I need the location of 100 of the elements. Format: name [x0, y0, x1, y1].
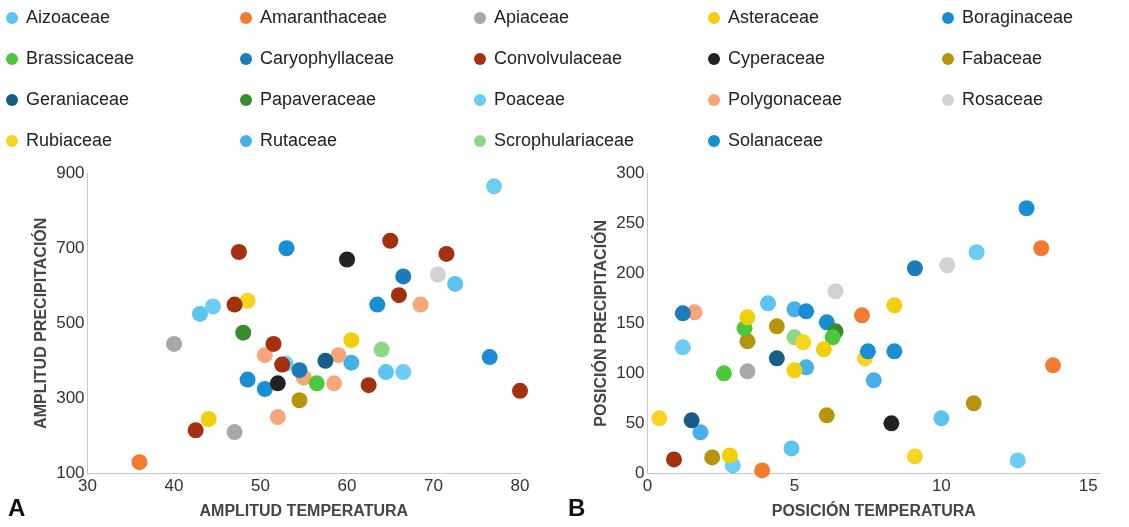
- point: [704, 449, 721, 466]
- point: [739, 309, 756, 326]
- point: [824, 329, 841, 346]
- point: [481, 349, 498, 366]
- legend-label: Aizoaceae: [26, 7, 111, 28]
- point: [674, 305, 691, 322]
- legend-label: Polygonaceae: [728, 89, 843, 110]
- text: B: [568, 493, 586, 521]
- point: [768, 318, 785, 335]
- point: [343, 332, 360, 349]
- point: [1009, 452, 1026, 469]
- point: [438, 245, 455, 262]
- point: [692, 424, 709, 441]
- legend-label: Boraginaceae: [962, 7, 1074, 28]
- y-tick-label: 300: [56, 388, 85, 408]
- point: [230, 244, 247, 260]
- point: [754, 462, 771, 479]
- point: [965, 395, 982, 412]
- point: [739, 363, 756, 380]
- x-tick-label: 10: [931, 476, 951, 496]
- point: [291, 392, 308, 409]
- y-tick-label: 900: [56, 162, 85, 182]
- point: [760, 295, 777, 312]
- x-tick-label: 40: [164, 476, 184, 496]
- point: [412, 296, 429, 313]
- point: [883, 415, 900, 432]
- point: [308, 375, 325, 392]
- point: [317, 352, 334, 369]
- legend-label: Poaceae: [494, 89, 566, 110]
- y-axis-title: POSICIÓN PRECIPITACIÓN: [591, 219, 610, 427]
- point: [373, 341, 390, 358]
- y-tick-label: 50: [625, 413, 645, 433]
- point: [968, 244, 985, 261]
- point: [512, 382, 528, 399]
- y-tick-label: 300: [616, 162, 645, 182]
- point: [906, 448, 923, 465]
- point: [865, 372, 882, 389]
- point: [239, 371, 256, 388]
- legend-label: Fabaceae: [962, 48, 1043, 69]
- point: [1033, 240, 1050, 257]
- legend-label: Cyperaceae: [728, 48, 826, 69]
- x-tick-label: 5: [789, 476, 800, 496]
- point: [239, 292, 256, 309]
- text: A: [8, 493, 26, 521]
- point: [269, 375, 286, 392]
- point: [859, 343, 876, 360]
- legend-label: Amaranthaceae: [260, 7, 388, 28]
- y-tick-label: 100: [616, 363, 645, 383]
- x-axis-title: POSICIÓN TEMPERATURA: [771, 500, 977, 519]
- point: [226, 296, 243, 313]
- point: [786, 362, 803, 379]
- x-tick-label: 70: [424, 476, 443, 496]
- x-tick-label: 50: [251, 476, 270, 496]
- point: [721, 447, 738, 464]
- point: [715, 365, 732, 382]
- point: [1018, 200, 1035, 217]
- point: [795, 334, 812, 351]
- point: [200, 410, 217, 427]
- x-tick-label: 15: [1078, 476, 1098, 496]
- point: [166, 335, 183, 352]
- point: [854, 307, 871, 324]
- point: [768, 350, 785, 367]
- point: [343, 354, 360, 371]
- point: [486, 178, 503, 195]
- point: [395, 364, 412, 381]
- point: [651, 410, 668, 427]
- point: [187, 422, 204, 439]
- point: [798, 303, 815, 320]
- point: [382, 232, 399, 249]
- legend-label: Scrophulariaceae: [494, 130, 635, 151]
- point: [683, 412, 700, 429]
- point: [269, 409, 286, 426]
- point: [447, 275, 464, 292]
- legend-label: Geraniaceae: [26, 89, 130, 110]
- point: [278, 240, 295, 257]
- point: [291, 362, 308, 379]
- legend-label: Papaveraceae: [260, 89, 377, 110]
- point: [360, 377, 377, 394]
- point: [429, 266, 446, 283]
- legend-label: Rutaceae: [260, 130, 338, 151]
- point: [192, 305, 208, 322]
- y-tick-label: 700: [56, 237, 85, 257]
- y-tick-label: 150: [616, 312, 645, 332]
- legend-label: Convolvulaceae: [494, 48, 623, 69]
- x-axis-title: AMPLITUD TEMPERATURA: [199, 501, 409, 519]
- point: [933, 410, 950, 427]
- legend-label: Brassicaceae: [26, 48, 135, 69]
- point: [815, 341, 832, 358]
- point: [265, 335, 282, 352]
- point: [369, 296, 386, 313]
- point: [886, 343, 903, 360]
- point: [939, 257, 956, 274]
- legend-label: Rubiaceae: [26, 130, 113, 151]
- point: [886, 297, 903, 314]
- legend-label: Solanaceae: [728, 130, 824, 151]
- point: [226, 424, 243, 441]
- point: [235, 324, 252, 341]
- y-tick-label: 250: [616, 212, 645, 232]
- legend-label: Rosaceae: [962, 89, 1044, 110]
- legend-label: Apiaceae: [494, 7, 570, 28]
